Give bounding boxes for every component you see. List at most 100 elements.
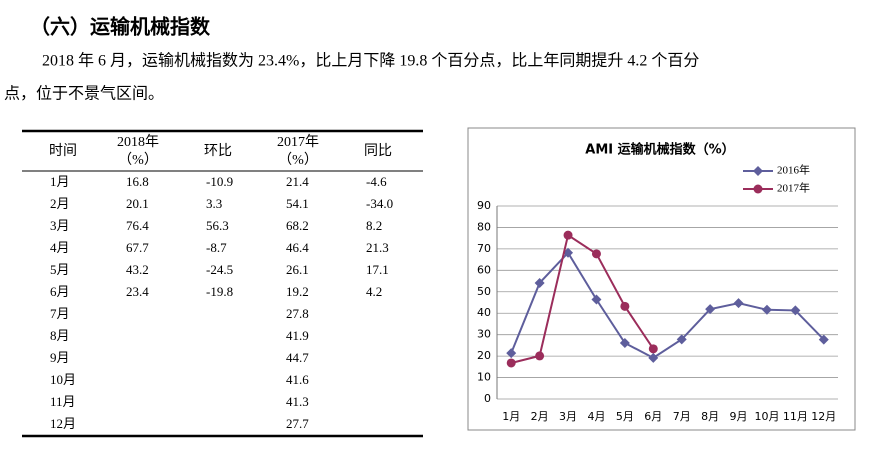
table-cell: -10.9	[206, 174, 233, 189]
table-cell: 16.8	[126, 174, 149, 189]
table-cell: 67.7	[126, 240, 149, 255]
table-header: （%）	[118, 152, 158, 168]
point	[534, 277, 545, 288]
y-tick-label: 90	[477, 199, 491, 212]
chart-title: AMI 运输机械指数（%）	[585, 142, 734, 158]
table-cell: 2月	[50, 196, 70, 211]
y-tick-label: 50	[477, 285, 491, 298]
y-tick-label: 40	[477, 306, 491, 319]
point	[619, 338, 630, 349]
table-cell: 26.1	[286, 262, 309, 277]
table-cell: 41.9	[286, 328, 309, 343]
table-cell: 41.6	[286, 372, 309, 387]
point	[733, 298, 744, 309]
x-tick-label: 11月	[783, 410, 808, 423]
y-tick-label: 60	[477, 263, 491, 276]
x-tick-label: 10月	[754, 410, 779, 423]
table-header: 环比	[204, 143, 232, 159]
point	[591, 294, 602, 305]
table-cell: 27.7	[286, 416, 309, 431]
table-cell: 27.8	[286, 306, 309, 321]
table-cell: 20.1	[126, 196, 149, 211]
series-line	[510, 233, 655, 364]
table-cell: 3月	[50, 218, 70, 233]
table-cell: 10月	[50, 372, 76, 387]
table-cell: 41.3	[286, 394, 309, 409]
table-cell: -8.7	[206, 240, 227, 255]
table-cell: 21.3	[366, 240, 389, 255]
point	[591, 249, 601, 259]
table-cell: 9月	[50, 350, 70, 365]
point	[790, 305, 801, 316]
table-cell: 11月	[50, 394, 76, 409]
table-header: （%）	[278, 152, 318, 168]
table-cell: -34.0	[366, 196, 393, 211]
table-cell: 68.2	[286, 218, 309, 233]
legend-label: 2017年	[777, 181, 810, 195]
point	[648, 352, 659, 363]
x-tick-label: 1月	[502, 410, 520, 423]
table-cell: 6月	[50, 284, 70, 299]
x-tick-label: 6月	[644, 410, 662, 423]
y-tick-label: 0	[484, 392, 491, 405]
table-cell: 54.1	[286, 196, 309, 211]
table-cell: 17.1	[366, 262, 389, 277]
table-cell: 44.7	[286, 350, 309, 365]
table-cell: -19.8	[206, 284, 233, 299]
y-tick-label: 70	[477, 242, 491, 255]
table-cell: 12月	[50, 416, 76, 431]
x-tick-label: 4月	[587, 410, 605, 423]
legend-marker	[753, 166, 763, 176]
table-cell: 19.2	[286, 284, 309, 299]
table-cell: 5月	[50, 262, 70, 277]
point	[761, 304, 772, 315]
table-cell: 43.2	[126, 262, 149, 277]
table-cell: -4.6	[366, 174, 387, 189]
table-cell: 46.4	[286, 240, 309, 255]
x-tick-label: 3月	[559, 410, 577, 423]
table-header: 时间	[49, 143, 77, 159]
table-cell: 23.4	[126, 284, 149, 299]
table-cell: 4月	[50, 240, 70, 255]
legend-label: 2016年	[777, 163, 810, 177]
table-cell: 8月	[50, 328, 70, 343]
y-tick-label: 80	[477, 220, 491, 233]
point	[563, 247, 574, 258]
point	[648, 344, 658, 354]
point	[506, 358, 516, 368]
table-header: 同比	[364, 143, 392, 159]
table-cell: 56.3	[206, 218, 229, 233]
table-cell: 76.4	[126, 218, 149, 233]
table-cell: 3.3	[206, 196, 222, 211]
point	[563, 230, 573, 240]
x-tick-label: 2月	[531, 410, 549, 423]
table-cell: 7月	[50, 306, 70, 321]
y-tick-label: 30	[477, 328, 491, 341]
heading: （六）运输机械指数	[30, 15, 211, 39]
table-header: 2018年	[117, 134, 159, 150]
point	[620, 301, 630, 311]
table-header: 2017年	[277, 134, 319, 150]
chart-frame	[467, 127, 856, 431]
point	[676, 334, 687, 345]
table-cell: 1月	[50, 174, 70, 189]
x-tick-label: 9月	[730, 410, 748, 423]
table-cell: -24.5	[206, 262, 233, 277]
point	[818, 334, 829, 345]
y-tick-label: 10	[477, 371, 491, 384]
point	[506, 348, 517, 359]
x-tick-label: 7月	[673, 410, 691, 423]
paragraph-line: 2018 年 6 月，运输机械指数为 23.4%，比上月下降 19.8 个百分点…	[42, 52, 699, 70]
y-tick-label: 20	[477, 349, 491, 362]
x-tick-label: 8月	[701, 410, 719, 423]
paragraph-line: 点，位于不景气区间。	[4, 85, 164, 103]
point	[705, 304, 716, 315]
x-tick-label: 5月	[616, 410, 634, 423]
x-tick-label: 12月	[811, 410, 836, 423]
legend-marker	[753, 184, 763, 194]
table-cell: 8.2	[366, 218, 382, 233]
table-cell: 21.4	[286, 174, 309, 189]
point	[535, 351, 545, 361]
table-cell: 4.2	[366, 284, 382, 299]
